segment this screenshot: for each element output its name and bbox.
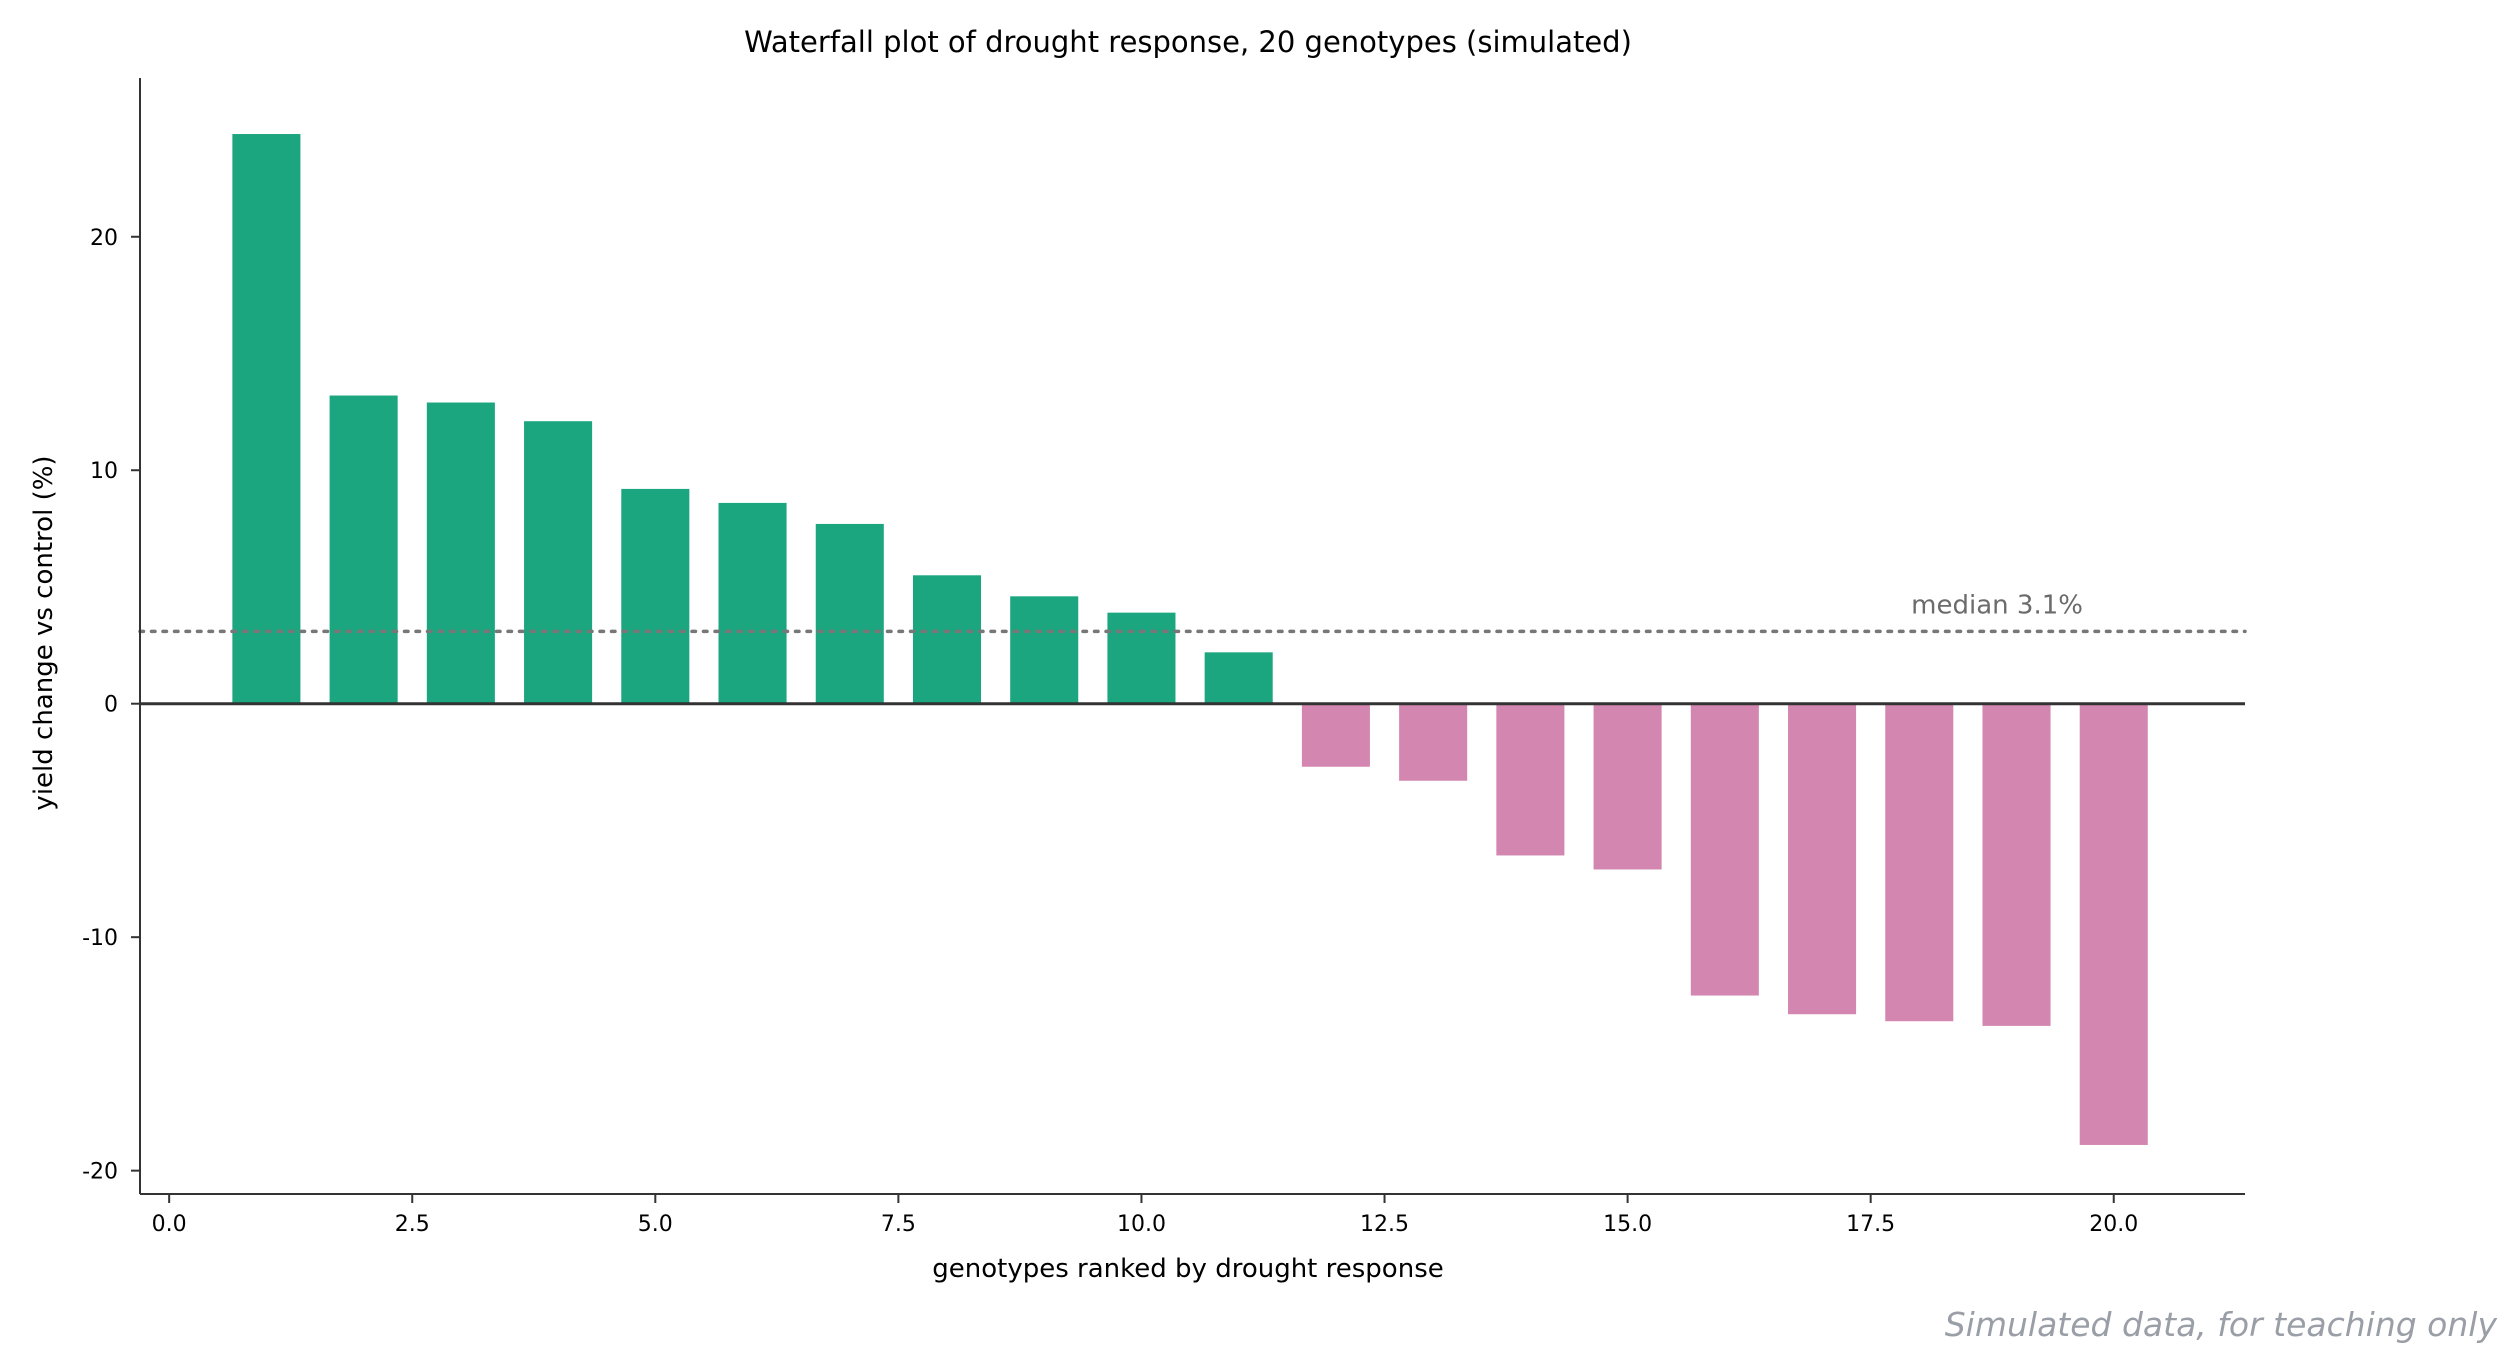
x-tick-label: 2.5 [395, 1212, 430, 1237]
bar-genotype-20 [2079, 703, 2148, 1145]
bar-genotype-6 [718, 502, 787, 704]
footnote: Simulated data, for teaching only [1945, 1305, 2498, 1344]
bar-genotype-11 [1204, 652, 1273, 704]
bar-genotype-13 [1399, 703, 1468, 781]
y-tick-label: 10 [90, 459, 118, 484]
bar-genotype-1 [232, 134, 301, 704]
x-tick-label: 10.0 [1117, 1212, 1166, 1237]
x-tick-label: 7.5 [881, 1212, 916, 1237]
y-tick-label: 0 [104, 693, 118, 718]
y-tick-label: -20 [82, 1160, 118, 1185]
chart-title: Waterfall plot of drought response, 20 g… [744, 25, 1632, 59]
y-tick-label: -10 [82, 926, 118, 951]
bar-genotype-4 [524, 421, 593, 704]
bar-genotype-15 [1593, 703, 1662, 870]
y-ticks: -20 -10 0 10 20 [82, 226, 140, 1185]
x-axis-label: genotypes ranked by drought response [932, 1254, 1443, 1284]
x-tick-label: 5.0 [638, 1212, 673, 1237]
y-axis-label: yield change vs control (%) [29, 455, 59, 810]
x-tick-label: 15.0 [1603, 1212, 1652, 1237]
x-ticks: 0.0 2.5 5.0 7.5 10.0 12.5 15.0 17.5 20.0 [152, 1194, 2138, 1237]
bar-genotype-14 [1496, 703, 1565, 856]
bar-genotype-3 [426, 402, 495, 704]
bar-genotype-8 [912, 575, 982, 704]
x-tick-label: 20.0 [2089, 1212, 2138, 1237]
y-tick-label: 20 [90, 226, 118, 251]
bar-genotype-9 [1010, 596, 1079, 704]
bar-genotype-18 [1885, 703, 1954, 1022]
bar-genotype-12 [1301, 703, 1370, 767]
bar-genotype-16 [1690, 703, 1759, 996]
bars-group [232, 134, 2148, 1145]
x-tick-label: 17.5 [1846, 1212, 1895, 1237]
x-tick-label: 0.0 [152, 1212, 187, 1237]
bar-genotype-19 [1982, 703, 2051, 1026]
x-tick-label: 12.5 [1360, 1212, 1409, 1237]
bar-genotype-2 [329, 395, 398, 704]
bar-genotype-7 [815, 523, 884, 704]
bar-genotype-10 [1107, 612, 1176, 704]
bar-genotype-5 [621, 488, 690, 704]
median-label: median 3.1% [1911, 590, 2083, 620]
bar-genotype-17 [1788, 703, 1857, 1015]
